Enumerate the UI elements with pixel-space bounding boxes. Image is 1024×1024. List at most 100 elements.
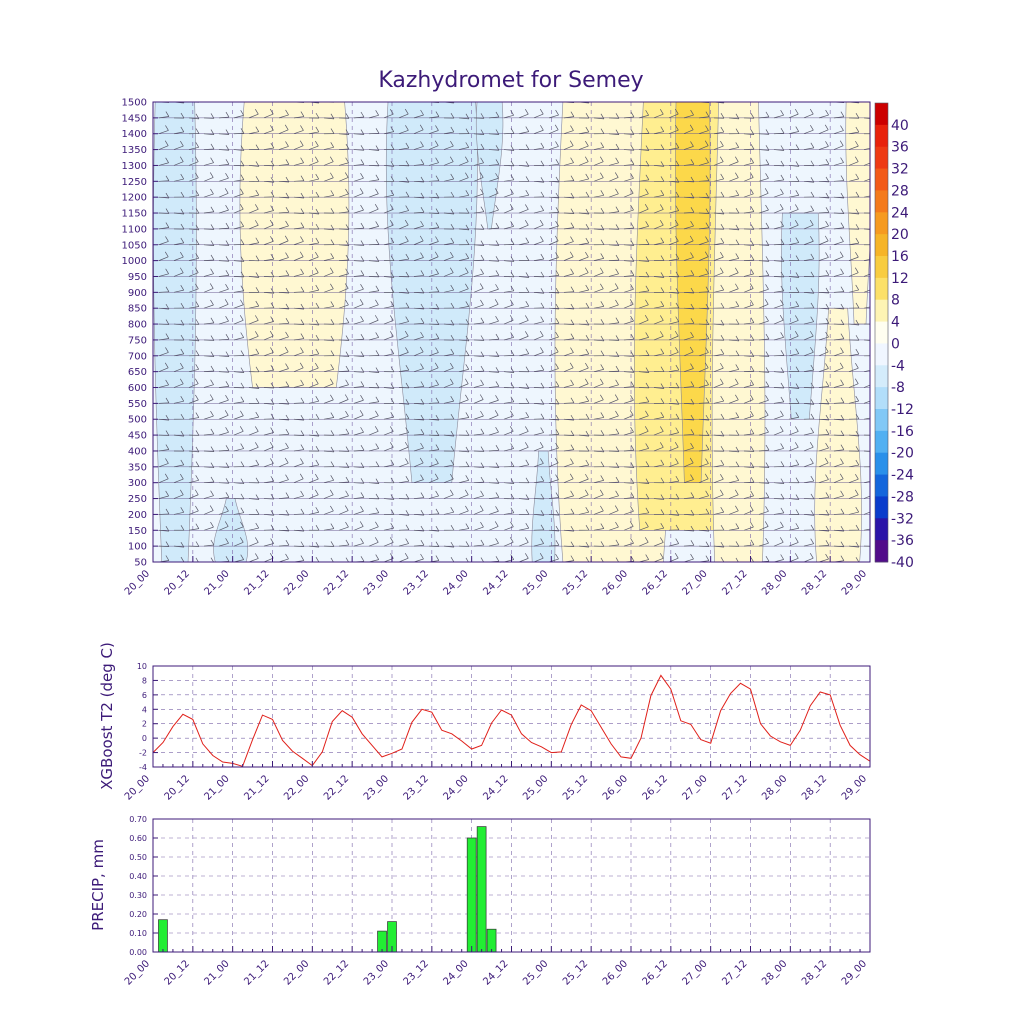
wind-barb-flag xyxy=(285,442,289,449)
wind-barb xyxy=(218,320,229,325)
wind-barb xyxy=(608,495,619,499)
wind-barb xyxy=(533,514,544,516)
wind-barb xyxy=(248,353,259,357)
wind-barb-flag xyxy=(315,362,319,369)
wind-barb xyxy=(758,275,769,277)
wind-barb-flag xyxy=(795,348,800,354)
wind-barb xyxy=(158,495,169,499)
wind-barb-flag xyxy=(615,379,619,385)
wind-barb-flag xyxy=(450,284,455,291)
wind-barb-flag xyxy=(780,410,784,417)
wind-barb xyxy=(278,433,289,436)
wind-barb xyxy=(773,371,784,373)
wind-barb-flag xyxy=(330,190,335,196)
wind-barb xyxy=(698,478,709,484)
wind-barb xyxy=(473,450,485,452)
wind-barb-flag xyxy=(855,113,860,119)
wind-barb-flag xyxy=(735,283,739,289)
wind-barb-flag xyxy=(285,429,290,435)
wind-barb xyxy=(683,479,694,484)
wind-barb-flag xyxy=(420,192,425,199)
wind-barb-flag xyxy=(284,346,289,353)
wind-barb-flag xyxy=(210,490,214,496)
wind-barb xyxy=(218,355,229,357)
precip-xtick-label: 26_00 xyxy=(601,958,630,987)
wind-barb-flag xyxy=(839,140,844,146)
wind-barb-flag xyxy=(825,252,829,258)
wind-barb xyxy=(338,481,350,484)
wind-barb xyxy=(338,510,349,515)
wind-barb-flag xyxy=(254,537,259,543)
wind-barb-flag xyxy=(435,236,439,242)
precip-tick-label: 0.40 xyxy=(129,872,147,881)
colorbar-label: 32 xyxy=(891,162,909,178)
wind-barb xyxy=(428,449,439,452)
wind-barb xyxy=(773,319,784,325)
wind-barb-flag xyxy=(705,303,710,310)
wind-barb-flag xyxy=(615,206,620,212)
wind-barb xyxy=(848,212,859,215)
wind-barb xyxy=(413,497,424,499)
wind-barb xyxy=(788,446,799,452)
wind-barb-flag xyxy=(434,251,439,257)
wind-barb-flag xyxy=(270,427,274,433)
wind-barb-flag xyxy=(315,140,319,147)
wind-barb xyxy=(308,323,319,326)
wind-barb-flag xyxy=(750,539,755,546)
wind-barb xyxy=(413,514,424,516)
wind-barb-flag xyxy=(240,478,245,484)
wind-barb-flag xyxy=(555,525,560,532)
wind-barb-flag xyxy=(450,473,454,480)
wind-barb xyxy=(533,369,544,373)
wind-barb-flag xyxy=(840,222,845,228)
wind-barb-flag xyxy=(825,540,830,546)
wind-barb xyxy=(548,225,559,230)
wind-barb xyxy=(218,482,230,484)
wind-barb xyxy=(758,320,769,325)
wind-barb-flag xyxy=(315,525,320,531)
wind-barb xyxy=(218,133,229,135)
wind-barb xyxy=(188,257,199,261)
wind-barb-flag xyxy=(675,125,679,131)
wind-barb-flag xyxy=(225,204,229,211)
wind-barb xyxy=(848,323,859,326)
wind-barb xyxy=(758,149,769,151)
wind-barb-flag xyxy=(315,173,320,180)
wind-barb-flag xyxy=(315,395,320,402)
wind-barb-flag xyxy=(554,457,559,464)
wind-barb-flag xyxy=(254,426,259,432)
wind-barb-flag xyxy=(555,270,560,276)
wind-barb-flag xyxy=(855,430,860,437)
wind-barb-flag xyxy=(195,335,200,342)
wind-barb xyxy=(848,272,859,277)
precip-xtick-label: 23_00 xyxy=(362,958,391,987)
wind-barb-flag xyxy=(555,303,560,310)
wind-barb xyxy=(803,321,814,325)
wind-barb-flag xyxy=(554,124,559,131)
wind-barb xyxy=(203,148,215,150)
wind-barb-flag xyxy=(374,537,379,543)
wind-barb-flag xyxy=(329,156,334,162)
wind-barb xyxy=(593,417,604,420)
wind-barb xyxy=(473,384,484,388)
wind-barb-flag xyxy=(539,552,544,559)
wind-barb xyxy=(818,240,829,246)
wind-barb xyxy=(623,133,634,135)
temperature-xtick-label: 22_00 xyxy=(282,773,311,802)
wind-barb-flag xyxy=(375,350,380,356)
wind-barb-flag xyxy=(180,348,185,355)
wind-barb xyxy=(548,447,559,452)
wind-barb-flag xyxy=(585,541,590,548)
wind-barb-flag xyxy=(659,331,664,337)
wind-barb xyxy=(458,369,469,372)
wind-barb-flag xyxy=(840,397,845,403)
wind-barb-flag xyxy=(435,430,440,436)
wind-barb-flag xyxy=(180,284,185,291)
wind-barb-flag xyxy=(630,381,635,387)
wind-barb xyxy=(848,161,859,166)
wind-barb-flag xyxy=(630,240,635,246)
wind-barb-flag xyxy=(600,505,604,512)
wind-barb xyxy=(398,113,409,119)
wind-barb xyxy=(548,403,560,405)
wind-barb xyxy=(383,527,394,531)
